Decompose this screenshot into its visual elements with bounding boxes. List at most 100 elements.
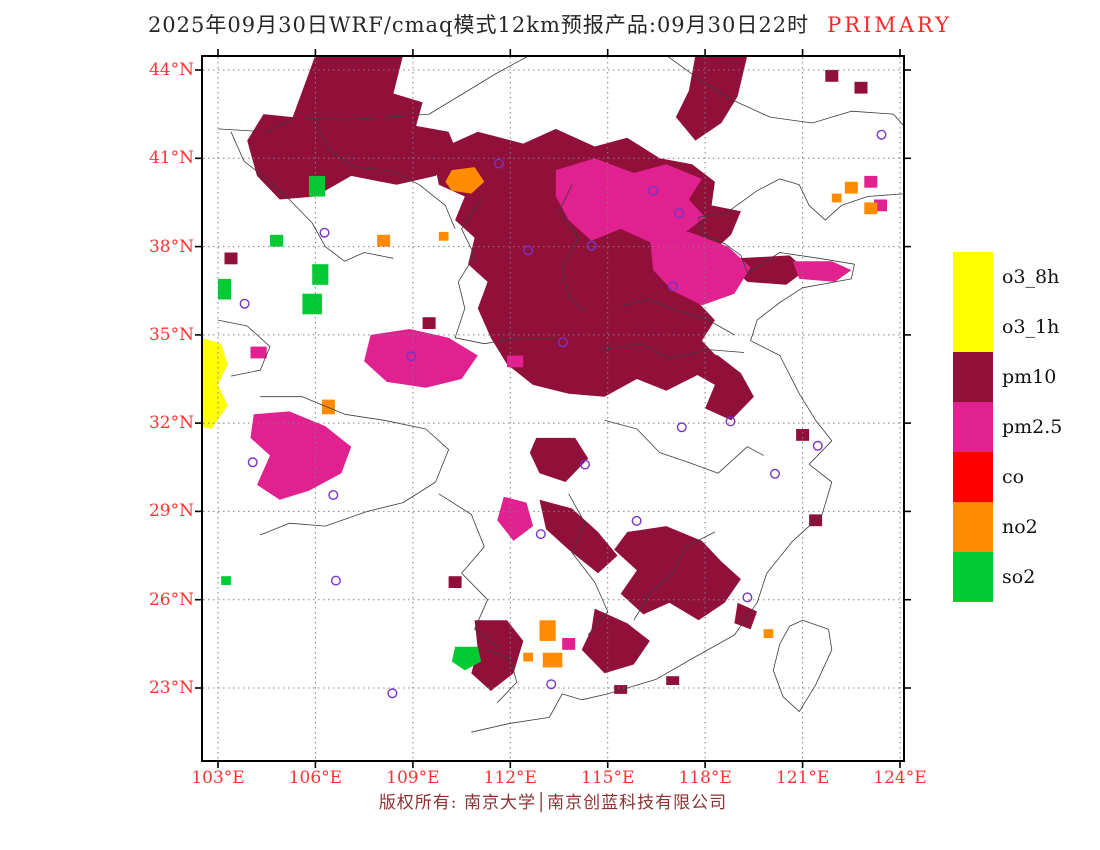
lat-tick-label: 44°N [148,60,194,80]
city-marker [387,688,398,699]
province-boundary [667,57,903,126]
province-boundary [217,57,528,133]
pollutant-patch-so2 [270,234,283,247]
city-marker [648,185,659,196]
lon-tick-label: 103°E [191,768,245,788]
lat-tick-label: 23°N [148,678,194,698]
city-marker [667,281,678,292]
legend-swatch-pm10 [953,352,993,402]
lat-tick-label: 29°N [148,501,194,522]
city-marker [676,422,687,433]
lon-tick-label: 106°E [288,768,343,788]
legend: o3_8h o3_1h pm10 pm2.5 co no2 so2 [953,252,1062,602]
pollutant-patch-pm2_5 [864,175,878,188]
legend-label: co [1002,466,1025,488]
city-marker [239,298,250,309]
pollutant-patch-pm2_5 [649,231,751,306]
lon-tick-label: 124°E [873,768,927,788]
page-title: 2025年09月30日WRF/cmaq模式12km预报产品:09月30日22时 P… [0,9,1100,39]
pollutant-patch-pm10 [529,437,589,482]
map-area [201,55,905,762]
province-boundary [217,319,271,377]
lon-tick-label: 115°E [581,768,635,788]
province-boundary [230,131,394,262]
legend-label: no2 [1002,516,1038,538]
pollutant-patch-o3 [203,338,228,429]
pollutant-patch-no2 [321,399,335,415]
province-boundary [454,199,556,345]
province-boundary [487,649,518,703]
pollutant-patch-so2 [218,278,231,300]
city-marker [742,592,753,603]
city-marker [546,679,557,690]
legend-item: pm2.5 [953,402,1062,452]
city-marker [674,208,685,219]
pollutant-patch-pm10 [539,499,618,574]
legend-swatch-o3_1h [953,302,993,352]
pollutant-patch-no2 [377,234,391,247]
pollutant-patch-so2 [312,264,329,285]
pollutant-patch-no2 [523,652,533,662]
pollutant-patch-pm2_5 [874,199,887,212]
pollutant-patch-pm10 [422,317,436,329]
lat-tick-label: 32°N [148,413,194,434]
city-marker [319,227,330,238]
pollutant-patch-no2 [763,629,774,638]
city-marker [631,515,642,526]
pollutant-patch-no2 [438,231,449,241]
pollutant-patch-so2 [221,576,231,585]
map-canvas [203,57,903,760]
city-marker [770,468,781,479]
city-marker [523,245,534,256]
pollutant-patch-pm10 [224,252,238,265]
legend-swatch-so2 [953,552,993,602]
pollutant-patch-pm10 [734,602,758,630]
lon-tick-label: 109°E [386,768,440,788]
pollutant-patch-pm10 [675,57,747,141]
province-boundary [623,299,735,336]
lat-tick-label: 35°N [148,324,194,345]
city-marker [406,351,417,362]
legend-label: pm2.5 [1002,416,1063,438]
pollutant-patch-pm10 [854,81,868,94]
city-marker [330,575,341,586]
lon-tick-label: 118°E [678,768,732,788]
city-marker [586,240,597,251]
pollutant-patch-pm10 [448,576,462,588]
city-marker [247,457,258,468]
legend-item: o3_8h [953,252,1062,302]
city-marker [812,440,823,451]
pollutant-patch-pm2_5 [250,411,352,500]
city-marker [725,416,736,427]
legend-item: so2 [953,552,1062,602]
copyright-text: 版权所有: 南京大学│南京创蓝科技有限公司 [378,793,728,813]
pollutant-patch-pm10 [614,526,741,621]
title-primary-tag: PRIMARY [827,13,953,37]
pollutant-patch-pm10 [581,608,650,674]
legend-swatch-o3_8h [953,252,993,302]
pollutant-patch-no2 [445,167,485,194]
lat-tick-label: 26°N [148,589,194,610]
pollutant-patch-pm2_5 [555,158,706,244]
legend-item: no2 [953,502,1062,552]
city-marker [557,337,568,348]
pollutant-patch-no2 [831,193,842,203]
legend-swatch-no2 [953,502,993,552]
city-marker [876,129,887,140]
province-boundary [604,419,764,474]
legend-label: o3_1h [1002,316,1060,338]
lon-tick-label: 121°E [775,768,830,788]
pollutant-patch-no2 [539,620,556,641]
lon-tick-label: 112°E [483,768,537,788]
pollutant-patch-pm10 [682,346,754,421]
pollutant-patch-so2 [451,646,482,671]
province-boundary [601,343,745,359]
pollutant-patch-no2 [542,652,563,668]
province-boundary [438,493,498,648]
province-boundary [471,178,903,733]
legend-item: o3_1h [953,302,1062,352]
pollutant-patch-no2 [844,181,858,194]
pollutant-patch-pm10 [734,255,806,285]
lat-tick-label: 41°N [148,148,194,169]
